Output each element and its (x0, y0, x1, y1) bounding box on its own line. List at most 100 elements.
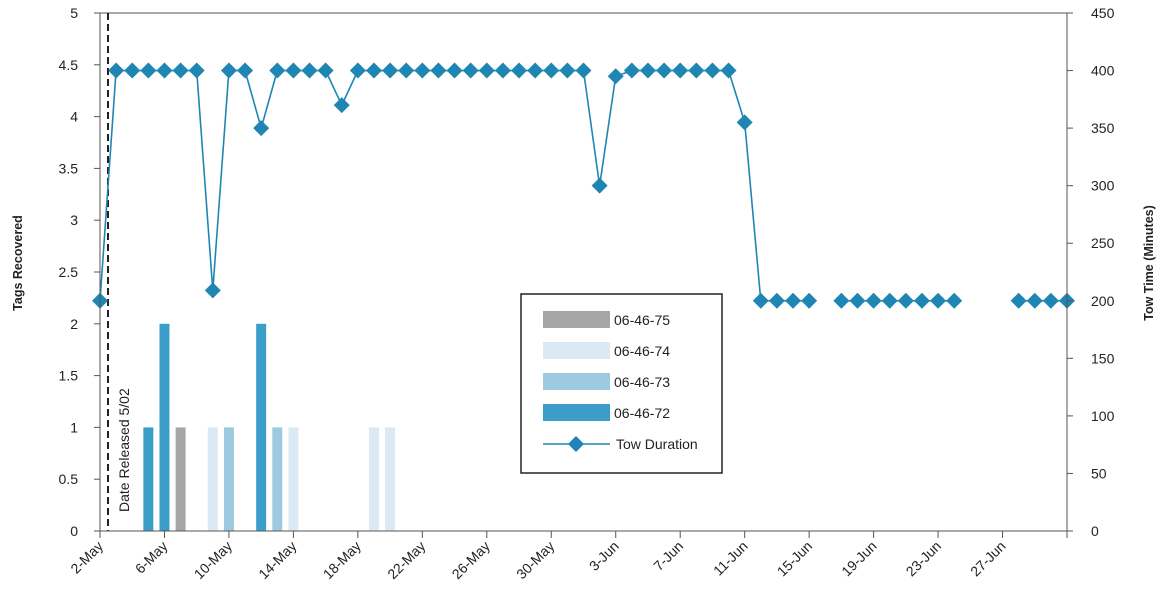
tow-duration-point (527, 62, 544, 79)
tow-duration-point (301, 62, 318, 79)
tow-duration-point (752, 292, 769, 309)
tow-duration-point (881, 292, 898, 309)
tow-duration-point (317, 62, 334, 79)
tow-duration-point (188, 62, 205, 79)
tow-duration-point (833, 292, 850, 309)
legend-swatch (543, 311, 610, 328)
x-tick-label: 6-May (132, 538, 171, 577)
tow-duration-point (494, 62, 511, 79)
y-right-tick-label: 250 (1091, 235, 1115, 251)
tow-duration-point (736, 114, 753, 131)
tow-duration-point (108, 62, 125, 79)
x-tick-label: 10-May (191, 538, 235, 582)
tow-duration-point (446, 62, 463, 79)
tow-duration-point (575, 62, 592, 79)
tow-duration-point (511, 62, 528, 79)
x-tick-label: 26-May (449, 538, 493, 582)
legend-swatch (543, 373, 610, 390)
tow-duration-point (414, 62, 431, 79)
x-tick-label: 14-May (255, 538, 299, 582)
bar (207, 427, 218, 531)
tow-duration-point (285, 62, 302, 79)
tow-duration-point (237, 62, 254, 79)
tow-duration-point (1010, 292, 1027, 309)
x-tick-label: 11-Jun (710, 538, 751, 579)
tow-duration-point (768, 292, 785, 309)
tow-duration-point (398, 62, 415, 79)
y-right-tick-label: 100 (1091, 408, 1115, 424)
y-left-tick-label: 3 (70, 212, 78, 228)
y-left-tick-label: 0 (70, 523, 78, 539)
line-series-group (92, 62, 1075, 309)
tow-duration-point (204, 282, 221, 299)
tow-duration-point (930, 292, 947, 309)
legend: 06-46-75 06-46-74 06-46-73 06-46-72 Tow Dura… (520, 293, 723, 474)
bar (368, 427, 379, 531)
y-left-tick-label: 4 (70, 109, 78, 125)
tow-duration-point (543, 62, 560, 79)
legend-label: 06-46-74 (614, 343, 670, 359)
x-tick-label: 27-Jun (967, 538, 1009, 580)
tow-duration-point (172, 62, 189, 79)
tow-duration-point (897, 292, 914, 309)
tow-duration-point (946, 292, 963, 309)
x-tick-label: 19-Jun (838, 538, 880, 580)
bar (288, 427, 299, 531)
y-right-tick-label: 0 (1091, 523, 1099, 539)
legend-swatch-marker (568, 436, 584, 452)
tow-duration-point (704, 62, 721, 79)
tow-duration-point (349, 62, 366, 79)
y-right-tick-label: 150 (1091, 350, 1115, 366)
bar (256, 323, 267, 531)
legend-label: 06-46-75 (614, 312, 670, 328)
y-left-tick-label: 5 (70, 5, 78, 21)
tow-duration-point (639, 62, 656, 79)
tow-duration-point (478, 62, 495, 79)
tow-duration-point (1042, 292, 1059, 309)
legend-swatch (543, 342, 610, 359)
bar (223, 427, 234, 531)
bar (175, 427, 186, 531)
tow-duration-point (672, 62, 689, 79)
bar (159, 323, 170, 531)
tow-duration-point (801, 292, 818, 309)
tow-duration-point (688, 62, 705, 79)
tow-duration-point (220, 62, 237, 79)
tow-duration-point (623, 62, 640, 79)
tow-duration-point (913, 292, 930, 309)
y-left-tick-label: 0.5 (59, 471, 79, 487)
y-axis-right-title: Tow Time (Minutes) (1142, 205, 1156, 321)
y-left-tick-label: 1.5 (59, 368, 79, 384)
y-left-tick-label: 1 (70, 419, 78, 435)
x-tick-label: 7-Jun (650, 538, 686, 574)
y-left-tick-label: 2 (70, 316, 78, 332)
tow-duration-point (591, 177, 608, 194)
y-left-tick-label: 3.5 (59, 160, 79, 176)
tow-duration-point (365, 62, 382, 79)
bar (143, 427, 154, 531)
y-left-tick-label: 4.5 (59, 57, 79, 73)
y-axis-left-title: Tags Recovered (11, 215, 25, 311)
legend-swatch (543, 404, 610, 421)
tow-duration-point (865, 292, 882, 309)
y-right-tick-label: 350 (1091, 120, 1115, 136)
tow-duration-point (849, 292, 866, 309)
x-tick-label: 22-May (384, 538, 428, 582)
legend-label: 06-46-72 (614, 405, 670, 421)
bar-series-group (143, 323, 396, 531)
legend-label: 06-46-73 (614, 374, 670, 390)
tow-duration-line (99, 69, 810, 302)
tow-duration-point (430, 62, 447, 79)
tow-duration-point (1026, 292, 1043, 309)
plot-area (100, 12, 1067, 531)
y-right-tick-label: 450 (1091, 5, 1115, 21)
legend-label: Tow Duration (616, 436, 698, 452)
y-right-tick-label: 200 (1091, 293, 1115, 309)
tow-duration-point (382, 62, 399, 79)
tow-duration-point (156, 62, 173, 79)
tow-duration-point (607, 68, 624, 85)
tow-duration-point (462, 62, 479, 79)
y-left-tick-label: 2.5 (59, 264, 79, 280)
release-date-annotation: Date Released 5/02 (116, 388, 132, 512)
